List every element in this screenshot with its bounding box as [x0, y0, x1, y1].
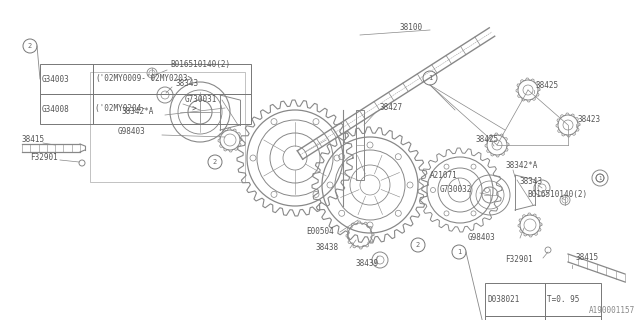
- Text: ('02MY0009-'02MY0203>: ('02MY0009-'02MY0203>: [95, 75, 192, 84]
- Text: 38415: 38415: [575, 253, 598, 262]
- Text: 2: 2: [28, 43, 32, 49]
- Text: G34003: G34003: [42, 75, 70, 84]
- Bar: [93, 64, 251, 94]
- Text: 38415: 38415: [22, 135, 45, 145]
- Text: D038021: D038021: [487, 294, 520, 303]
- Text: G98403: G98403: [468, 234, 496, 243]
- Bar: [93, 94, 251, 124]
- Text: 38439: 38439: [355, 260, 378, 268]
- Text: 2: 2: [213, 159, 217, 165]
- Text: 38343: 38343: [175, 78, 198, 87]
- Bar: [545, 316, 601, 320]
- Text: 38342*A: 38342*A: [505, 161, 538, 170]
- Text: 38425: 38425: [536, 81, 559, 90]
- Text: F32901: F32901: [505, 255, 532, 265]
- Bar: [40, 94, 93, 124]
- Text: G730031: G730031: [185, 95, 218, 105]
- Bar: [40, 64, 93, 94]
- Text: 38342*A: 38342*A: [122, 108, 154, 116]
- Text: 1: 1: [428, 75, 432, 81]
- Text: 2: 2: [416, 242, 420, 248]
- Text: 1: 1: [598, 175, 602, 180]
- Text: A21071: A21071: [430, 171, 458, 180]
- Text: B016510140(2): B016510140(2): [170, 60, 230, 69]
- Bar: [485, 316, 545, 320]
- Text: E00504: E00504: [306, 228, 333, 236]
- Text: 38438: 38438: [315, 244, 338, 252]
- Text: T=0. 95: T=0. 95: [547, 294, 579, 303]
- Text: 38425: 38425: [476, 135, 499, 145]
- Text: 38100: 38100: [400, 23, 423, 33]
- Text: G34008: G34008: [42, 105, 70, 114]
- Text: 1: 1: [457, 249, 461, 255]
- Bar: [545, 283, 601, 316]
- Text: G730032: G730032: [440, 186, 472, 195]
- Text: 38427: 38427: [380, 103, 403, 113]
- Text: ('02MY0204-          >: ('02MY0204- >: [95, 105, 196, 114]
- Text: 38423: 38423: [578, 116, 601, 124]
- Bar: [356, 110, 364, 180]
- Text: A190001157: A190001157: [589, 306, 635, 315]
- Text: G98403: G98403: [118, 127, 146, 137]
- Bar: [485, 283, 545, 316]
- Bar: [90, 72, 245, 182]
- Text: B016510140(2): B016510140(2): [527, 190, 587, 199]
- Text: 38343: 38343: [520, 178, 543, 187]
- Text: F32901: F32901: [30, 154, 58, 163]
